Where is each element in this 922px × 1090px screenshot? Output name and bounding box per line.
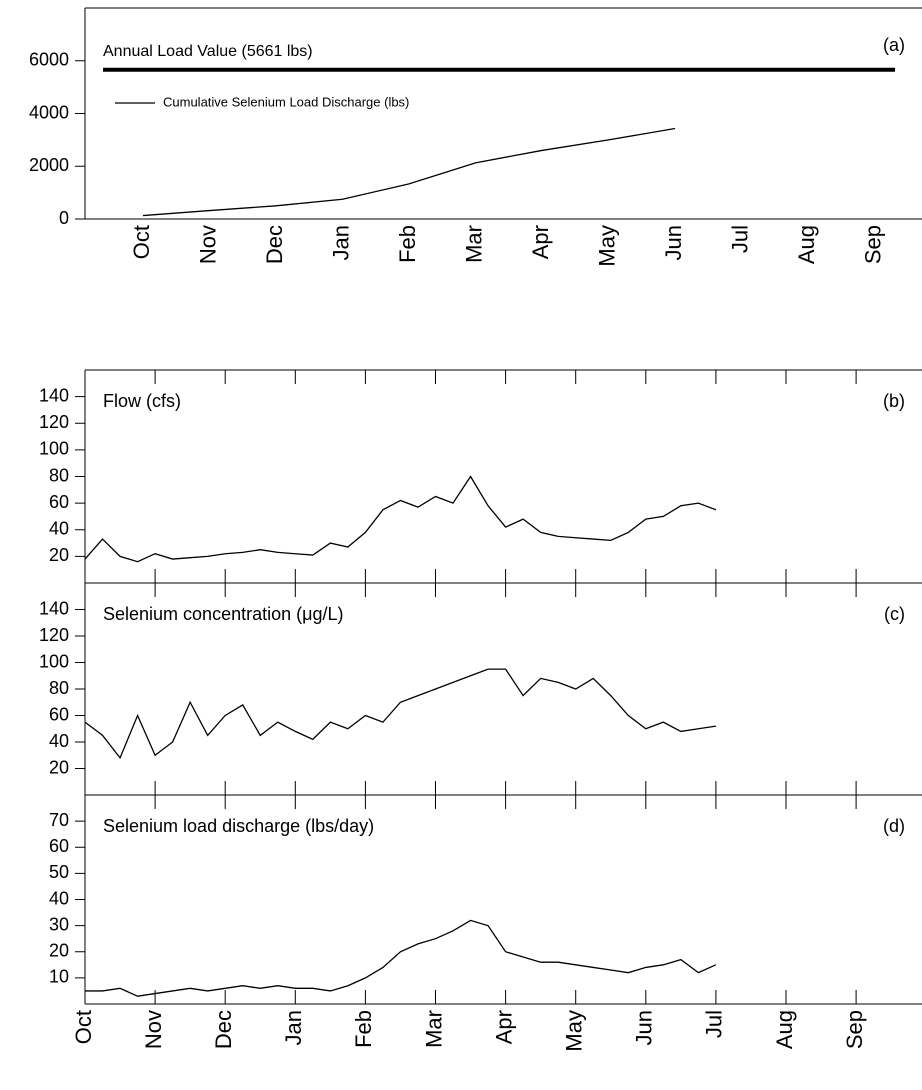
x-tick-label: Nov (195, 225, 220, 264)
y-tick-label: 80 (49, 678, 69, 698)
y-tick-label: 20 (49, 545, 69, 565)
y-tick-label: 20 (49, 757, 69, 777)
y-tick-label: 2000 (29, 155, 69, 175)
x-tick-label: Jul (727, 225, 752, 253)
panel-label: (d) (883, 816, 905, 836)
x-tick-label: Mar (461, 225, 486, 263)
x-tick-label: Oct (71, 1010, 96, 1044)
y-tick-label: 4000 (29, 102, 69, 122)
x-tick-label: Aug (772, 1010, 797, 1049)
y-tick-label: 70 (49, 810, 69, 830)
y-tick-label: 6000 (29, 50, 69, 70)
x-tick-label: May (562, 1010, 587, 1052)
y-tick-label: 40 (49, 519, 69, 539)
x-tick-label: Apr (491, 1010, 516, 1044)
y-tick-label: 0 (59, 208, 69, 228)
panel-label: (c) (884, 604, 905, 624)
y-tick-label: 120 (39, 412, 69, 432)
panel-title: Flow (cfs) (103, 391, 181, 411)
y-tick-label: 60 (49, 836, 69, 856)
panel-title: Selenium load discharge (lbs/day) (103, 816, 374, 836)
panel-label: (a) (883, 35, 905, 55)
x-tick-label: Jun (661, 225, 686, 260)
y-tick-label: 50 (49, 862, 69, 882)
y-tick-label: 80 (49, 465, 69, 485)
data-line (142, 127, 676, 217)
x-tick-label: Dec (262, 225, 287, 264)
y-tick-label: 120 (39, 625, 69, 645)
x-tick-label: Mar (421, 1010, 446, 1048)
y-tick-label: 40 (49, 888, 69, 908)
x-tick-label: Nov (141, 1010, 166, 1049)
x-tick-label: Jan (328, 225, 353, 260)
x-tick-label: Aug (794, 225, 819, 264)
x-tick-label: Feb (351, 1010, 376, 1048)
y-tick-label: 60 (49, 704, 69, 724)
annual-load-label: Annual Load Value (5661 lbs) (103, 43, 313, 60)
x-tick-label: May (594, 225, 619, 267)
x-tick-label: Oct (129, 225, 154, 259)
data-line (85, 919, 717, 997)
y-tick-label: 20 (49, 941, 69, 961)
y-tick-label: 10 (49, 967, 69, 987)
data-line (84, 668, 716, 760)
x-tick-label: Dec (211, 1010, 236, 1049)
y-tick-label: 140 (39, 385, 69, 405)
x-tick-label: Jan (281, 1010, 306, 1045)
x-tick-label: Jul (702, 1010, 727, 1038)
y-tick-label: 100 (39, 651, 69, 671)
legend-label: Cumulative Selenium Load Discharge (lbs) (163, 94, 409, 109)
y-tick-label: 100 (39, 439, 69, 459)
panel-label: (b) (883, 391, 905, 411)
data-line (84, 475, 717, 563)
x-tick-label: Apr (528, 225, 553, 259)
panel-title: Selenium concentration (μg/L) (103, 604, 344, 624)
y-tick-label: 40 (49, 731, 69, 751)
y-tick-label: 140 (39, 598, 69, 618)
x-tick-label: Sep (860, 225, 885, 264)
x-tick-label: Jun (632, 1010, 657, 1045)
x-tick-label: Feb (395, 225, 420, 263)
y-tick-label: 30 (49, 914, 69, 934)
y-tick-label: 60 (49, 492, 69, 512)
x-tick-label: Sep (842, 1010, 867, 1049)
